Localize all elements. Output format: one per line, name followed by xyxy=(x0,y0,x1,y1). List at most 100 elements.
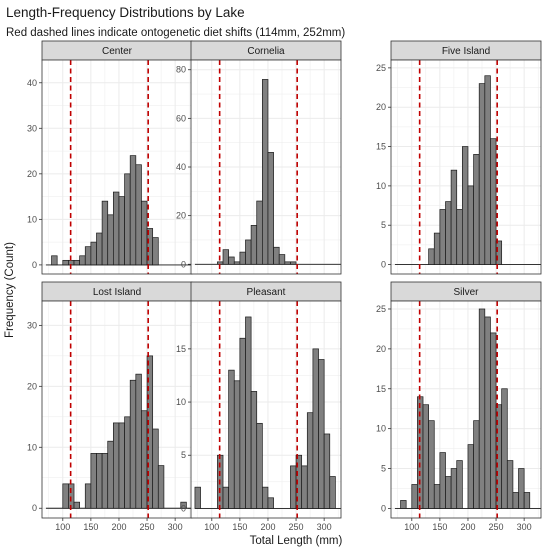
y-tick-label: 0 xyxy=(32,260,37,270)
histogram-bar xyxy=(152,428,159,509)
y-tick-label: 10 xyxy=(27,442,37,452)
histogram-bar xyxy=(450,169,458,265)
x-tick-label: 150 xyxy=(432,522,447,532)
histogram-bar xyxy=(445,201,452,265)
histogram-bar xyxy=(467,185,474,265)
histogram-bar xyxy=(233,380,241,509)
histogram-bar xyxy=(261,486,269,509)
y-tick-label: 10 xyxy=(27,214,37,224)
histogram-bar xyxy=(101,200,109,266)
y-tick-label: 25 xyxy=(376,304,386,314)
histogram-bar xyxy=(124,416,131,509)
x-tick-label: 150 xyxy=(232,522,247,532)
histogram-bar xyxy=(490,138,497,265)
x-tick-label: 300 xyxy=(317,522,332,532)
y-tick-label: 0 xyxy=(32,503,37,513)
y-tick-label: 25 xyxy=(376,63,386,73)
strip-label-cornelia: Cornelia xyxy=(247,46,285,57)
histogram-bar xyxy=(267,497,274,509)
y-tick-label: 20 xyxy=(27,169,37,179)
histogram-bar xyxy=(461,146,469,265)
x-axis-title: Total Length (mm) xyxy=(250,535,343,547)
x-tick-label: 250 xyxy=(289,522,304,532)
histogram-bar xyxy=(239,251,246,265)
histogram-bar xyxy=(478,308,486,509)
x-tick-label: 300 xyxy=(168,522,183,532)
panel-border xyxy=(390,59,542,275)
histogram-bar xyxy=(84,483,92,509)
histogram-bar xyxy=(495,240,503,265)
histogram-bar xyxy=(290,465,297,509)
histogram-bar xyxy=(261,79,269,265)
x-tick-label: 100 xyxy=(404,522,419,532)
panel-border xyxy=(190,300,342,519)
strip-label-center: Center xyxy=(102,46,133,57)
histogram-bar xyxy=(501,388,508,509)
y-tick-label: 40 xyxy=(27,78,37,88)
histogram-bar xyxy=(400,500,407,509)
x-tick-label: 200 xyxy=(460,522,475,532)
histogram-bar xyxy=(84,246,92,266)
histogram-bar xyxy=(318,359,325,509)
strip-label-five-island: Five Island xyxy=(442,46,490,57)
histogram-bar xyxy=(239,337,246,509)
histogram-bar xyxy=(506,460,514,509)
panel-silver: Silver 0 5 10 15 20 25 100 150 200 250 300 xyxy=(376,281,542,532)
histogram-bar xyxy=(301,465,308,509)
histogram-bar xyxy=(245,316,252,509)
strip-label-lost-island: Lost Island xyxy=(93,287,141,298)
panel-border xyxy=(390,300,542,519)
panel-background xyxy=(391,301,541,518)
histogram-bar xyxy=(473,154,480,265)
strip-label-silver: Silver xyxy=(453,287,479,298)
y-tick-label: 20 xyxy=(176,211,186,221)
y-axis-title: Frequency (Count) xyxy=(4,242,16,338)
histogram-bar xyxy=(245,239,252,265)
x-tick-label: 300 xyxy=(517,522,532,532)
y-tick-label: 20 xyxy=(376,102,386,112)
histogram-bar xyxy=(118,196,125,266)
y-tick-label: 0 xyxy=(381,260,386,270)
histogram-bar xyxy=(194,486,201,509)
histogram-bar xyxy=(96,453,103,509)
y-tick-label: 30 xyxy=(27,123,37,133)
histogram-bar xyxy=(62,483,69,509)
x-tick-label: 250 xyxy=(489,522,504,532)
y-tick-label: 40 xyxy=(176,162,186,172)
histogram-bar xyxy=(256,422,263,509)
histogram-bar xyxy=(512,492,519,509)
histogram-bar xyxy=(306,412,314,509)
histogram-bar xyxy=(490,332,497,509)
histogram-bar xyxy=(112,191,120,266)
histogram-bar xyxy=(222,249,229,265)
histogram-bar xyxy=(312,348,319,509)
histogram-bar xyxy=(62,259,69,266)
x-tick-label: 250 xyxy=(140,522,155,532)
histogram-bar xyxy=(112,422,120,509)
histogram-bar xyxy=(73,501,80,509)
histogram-bar xyxy=(90,453,97,509)
histogram-bar xyxy=(90,241,97,266)
chart-subtitle: Red dashed lines indicate ontogenetic di… xyxy=(6,27,345,39)
y-tick-label: 10 xyxy=(376,181,386,191)
histogram-bar xyxy=(433,484,441,509)
histogram-bar xyxy=(523,492,531,509)
panel-center: Center 0 10 20 30 40 xyxy=(27,40,193,275)
y-tick-label: 15 xyxy=(376,384,386,394)
histogram-bar xyxy=(450,468,458,509)
histogram-bar xyxy=(73,259,80,266)
y-tick-label: 80 xyxy=(176,65,186,75)
y-tick-label: 60 xyxy=(176,113,186,123)
strip-label-pleasant: Pleasant xyxy=(247,287,286,298)
histogram-bar xyxy=(107,214,114,266)
histogram-bar xyxy=(250,391,258,509)
histogram-bar xyxy=(273,246,280,265)
histogram-bar xyxy=(96,232,103,266)
histogram-bar xyxy=(428,420,435,509)
y-tick-label: 15 xyxy=(176,344,186,354)
histogram-bar xyxy=(439,209,446,265)
y-tick-label: 0 xyxy=(381,503,386,513)
histogram-bar xyxy=(141,200,148,266)
